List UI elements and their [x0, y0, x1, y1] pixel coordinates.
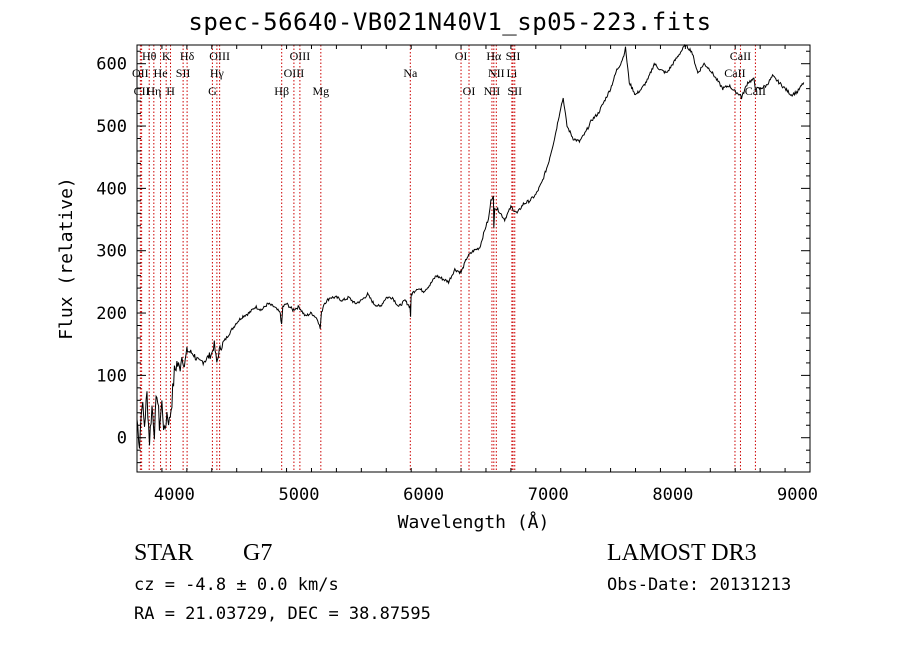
line-label-26: SII [507, 84, 522, 98]
line-label-1: K [162, 49, 171, 63]
y-tick-label: 200 [96, 304, 127, 324]
x-tick-label: 6000 [403, 485, 444, 505]
coords-text: RA = 21.03729, DEC = 38.87595 [134, 604, 431, 624]
chart-title: spec-56640-VB021N40V1_sp05-223.fits [188, 8, 712, 36]
line-label-3: OIII [209, 49, 230, 63]
line-label-27: CaII [745, 84, 766, 98]
line-label-15: NII [488, 66, 505, 80]
x-tick-label: 4000 [154, 485, 195, 505]
x-axis-label: Wavelength (Å) [398, 511, 550, 533]
survey-label: LAMOST DR3 [607, 540, 757, 566]
line-label-19: Hη [146, 84, 161, 98]
class-label: STAR [134, 540, 194, 566]
x-tick-label: 5000 [279, 485, 320, 505]
line-label-4: OIII [290, 49, 311, 63]
line-label-22: Hβ [274, 84, 289, 98]
line-label-6: Hα [486, 49, 502, 63]
x-tick-label: 9000 [777, 485, 818, 505]
redshift-text: cz = -4.8 ± 0.0 km/s [134, 575, 339, 595]
line-label-18: CII [134, 84, 150, 98]
spectrum-line [137, 45, 804, 448]
obs-date-text: Obs-Date: 20131213 [607, 575, 792, 595]
y-tick-label: 400 [96, 179, 127, 199]
line-label-21: G [208, 84, 217, 98]
line-label-9: OII [132, 66, 149, 80]
line-label-5: OI [455, 49, 468, 63]
x-tick-label: 7000 [528, 485, 569, 505]
line-label-23: Mg [312, 84, 329, 98]
y-tick-label: 100 [96, 366, 127, 386]
line-label-14: Na [403, 66, 418, 80]
y-tick-label: 0 [117, 429, 127, 449]
line-label-13: OIII [284, 66, 305, 80]
line-label-2: Hδ [180, 49, 195, 63]
line-label-7: SII [506, 49, 521, 63]
line-label-17: CaII [724, 66, 745, 80]
subclass-label: G7 [243, 540, 273, 566]
y-tick-label: 600 [96, 55, 127, 75]
line-label-24: OI [463, 84, 476, 98]
line-label-8: CaII [730, 49, 751, 63]
y-tick-label: 500 [96, 117, 127, 137]
line-label-10: He [154, 66, 168, 80]
y-axis-label: Flux (relative) [56, 177, 77, 340]
x-tick-label: 8000 [652, 485, 693, 505]
line-label-11: SII [176, 66, 191, 80]
y-tick-label: 300 [96, 242, 127, 262]
plot-frame [136, 44, 811, 473]
line-label-0: Hθ [142, 49, 157, 63]
line-label-16: Li [507, 66, 518, 80]
line-label-25: NII [484, 84, 501, 98]
line-label-20: H [166, 84, 175, 98]
line-label-12: Hγ [210, 66, 225, 80]
